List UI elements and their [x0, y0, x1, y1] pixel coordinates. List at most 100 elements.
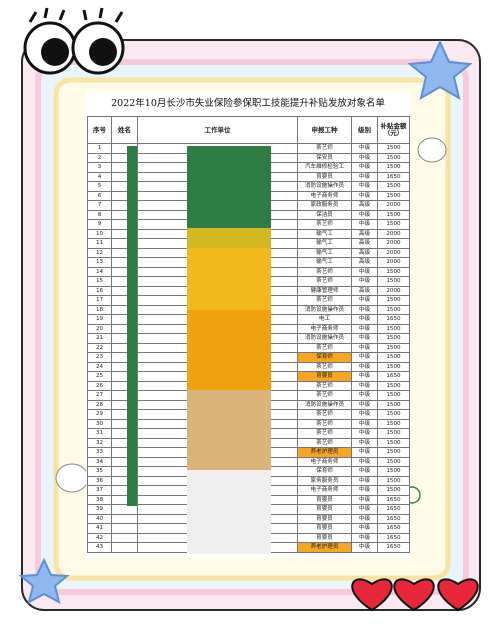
job-type: 茶艺师: [297, 409, 352, 420]
level: 高级: [351, 200, 378, 211]
job-type: 家政服务员: [297, 200, 352, 211]
job-type: 消防设施操作员: [297, 304, 352, 315]
amount: 2000: [377, 200, 410, 211]
row-number: 34: [87, 456, 112, 467]
name-cell: [111, 542, 138, 553]
job-type: 育婴员: [297, 494, 352, 505]
name-cell: [111, 532, 138, 543]
amount: 1500: [377, 295, 410, 306]
redaction: [187, 248, 271, 310]
level: 高级: [351, 238, 378, 249]
row-number: 43: [87, 542, 112, 553]
name-cell: [111, 513, 138, 524]
name-cell: [111, 523, 138, 534]
level: 中级: [351, 152, 378, 163]
amount: 1650: [377, 542, 410, 553]
job-type: 茶艺师: [297, 266, 352, 277]
star: [18, 557, 70, 604]
level: 高级: [351, 247, 378, 258]
row-number: 42: [87, 532, 112, 543]
amount: 1500: [377, 409, 410, 420]
row-number: 23: [87, 352, 112, 363]
amount: 1650: [377, 371, 410, 382]
level: 中级: [351, 437, 378, 448]
row-number: 36: [87, 475, 112, 486]
job-type: 茶艺师: [297, 418, 352, 429]
amount: 1500: [377, 181, 410, 192]
row-number: 13: [87, 257, 112, 268]
level: 中级: [351, 523, 378, 534]
level: 中级: [351, 219, 378, 230]
heart: [437, 578, 479, 612]
amount: 1500: [377, 456, 410, 467]
job-type: 健康管理师: [297, 285, 352, 296]
column-header: 序号: [87, 116, 112, 144]
job-type: 电子商务师: [297, 190, 352, 201]
job-type: 茶艺师: [297, 276, 352, 287]
row-number: 22: [87, 342, 112, 353]
job-type: 茶艺师: [297, 428, 352, 439]
redaction: [187, 310, 271, 390]
job-type: 保育师: [297, 466, 352, 477]
level: 中级: [351, 466, 378, 477]
level: 中级: [351, 390, 378, 401]
row-number: 30: [87, 418, 112, 429]
level: 中级: [351, 380, 378, 391]
job-type: 消防设施操作员: [297, 333, 352, 344]
level: 中级: [351, 399, 378, 410]
amount: 1500: [377, 485, 410, 496]
level: 中级: [351, 266, 378, 277]
amount: 1650: [377, 504, 410, 515]
level: 中级: [351, 295, 378, 306]
amount: 2000: [377, 228, 410, 239]
job-type: 育婴员: [297, 532, 352, 543]
level: 中级: [351, 190, 378, 201]
level: 中级: [351, 171, 378, 182]
job-type: 茶艺师: [297, 342, 352, 353]
row-number: 16: [87, 285, 112, 296]
row-number: 12: [87, 247, 112, 258]
row-number: 9: [87, 219, 112, 230]
row-number: 28: [87, 399, 112, 410]
pupil: [41, 38, 69, 66]
amount: 1500: [377, 390, 410, 401]
row-number: 3: [87, 162, 112, 173]
job-type: 电子商务师: [297, 485, 352, 496]
job-type: 家务服务员: [297, 475, 352, 486]
level: 中级: [351, 494, 378, 505]
column-header: 级别: [351, 116, 378, 144]
level: 中级: [351, 475, 378, 486]
row-number: 41: [87, 523, 112, 534]
redaction: [127, 146, 137, 506]
row-number: 4: [87, 171, 112, 182]
level: 中级: [351, 428, 378, 439]
amount: 1650: [377, 494, 410, 505]
job-type: 电子商务师: [297, 456, 352, 467]
redaction: [187, 228, 271, 248]
job-type: 汽车维修检验工: [297, 162, 352, 173]
amount: 1500: [377, 152, 410, 163]
job-type: 育婴员: [297, 513, 352, 524]
amount: 2000: [377, 247, 410, 258]
amount: 2000: [377, 257, 410, 268]
level: 中级: [351, 504, 378, 515]
row-number: 37: [87, 485, 112, 496]
level: 中级: [351, 276, 378, 287]
amount: 1500: [377, 437, 410, 448]
amount: 1500: [377, 333, 410, 344]
row-number: 29: [87, 409, 112, 420]
row-number: 40: [87, 513, 112, 524]
amount: 1500: [377, 428, 410, 439]
job-type: 保安员: [297, 152, 352, 163]
amount: 1500: [377, 475, 410, 486]
row-number: 10: [87, 228, 112, 239]
job-type: 茶艺师: [297, 390, 352, 401]
amount: 1650: [377, 314, 410, 325]
amount: 1500: [377, 380, 410, 391]
column-header: 补贴金额（元）: [377, 116, 410, 144]
amount: 2000: [377, 238, 410, 249]
level: 中级: [351, 333, 378, 344]
level: 中级: [351, 532, 378, 543]
bunny: [55, 463, 89, 493]
amount: 1500: [377, 323, 410, 334]
